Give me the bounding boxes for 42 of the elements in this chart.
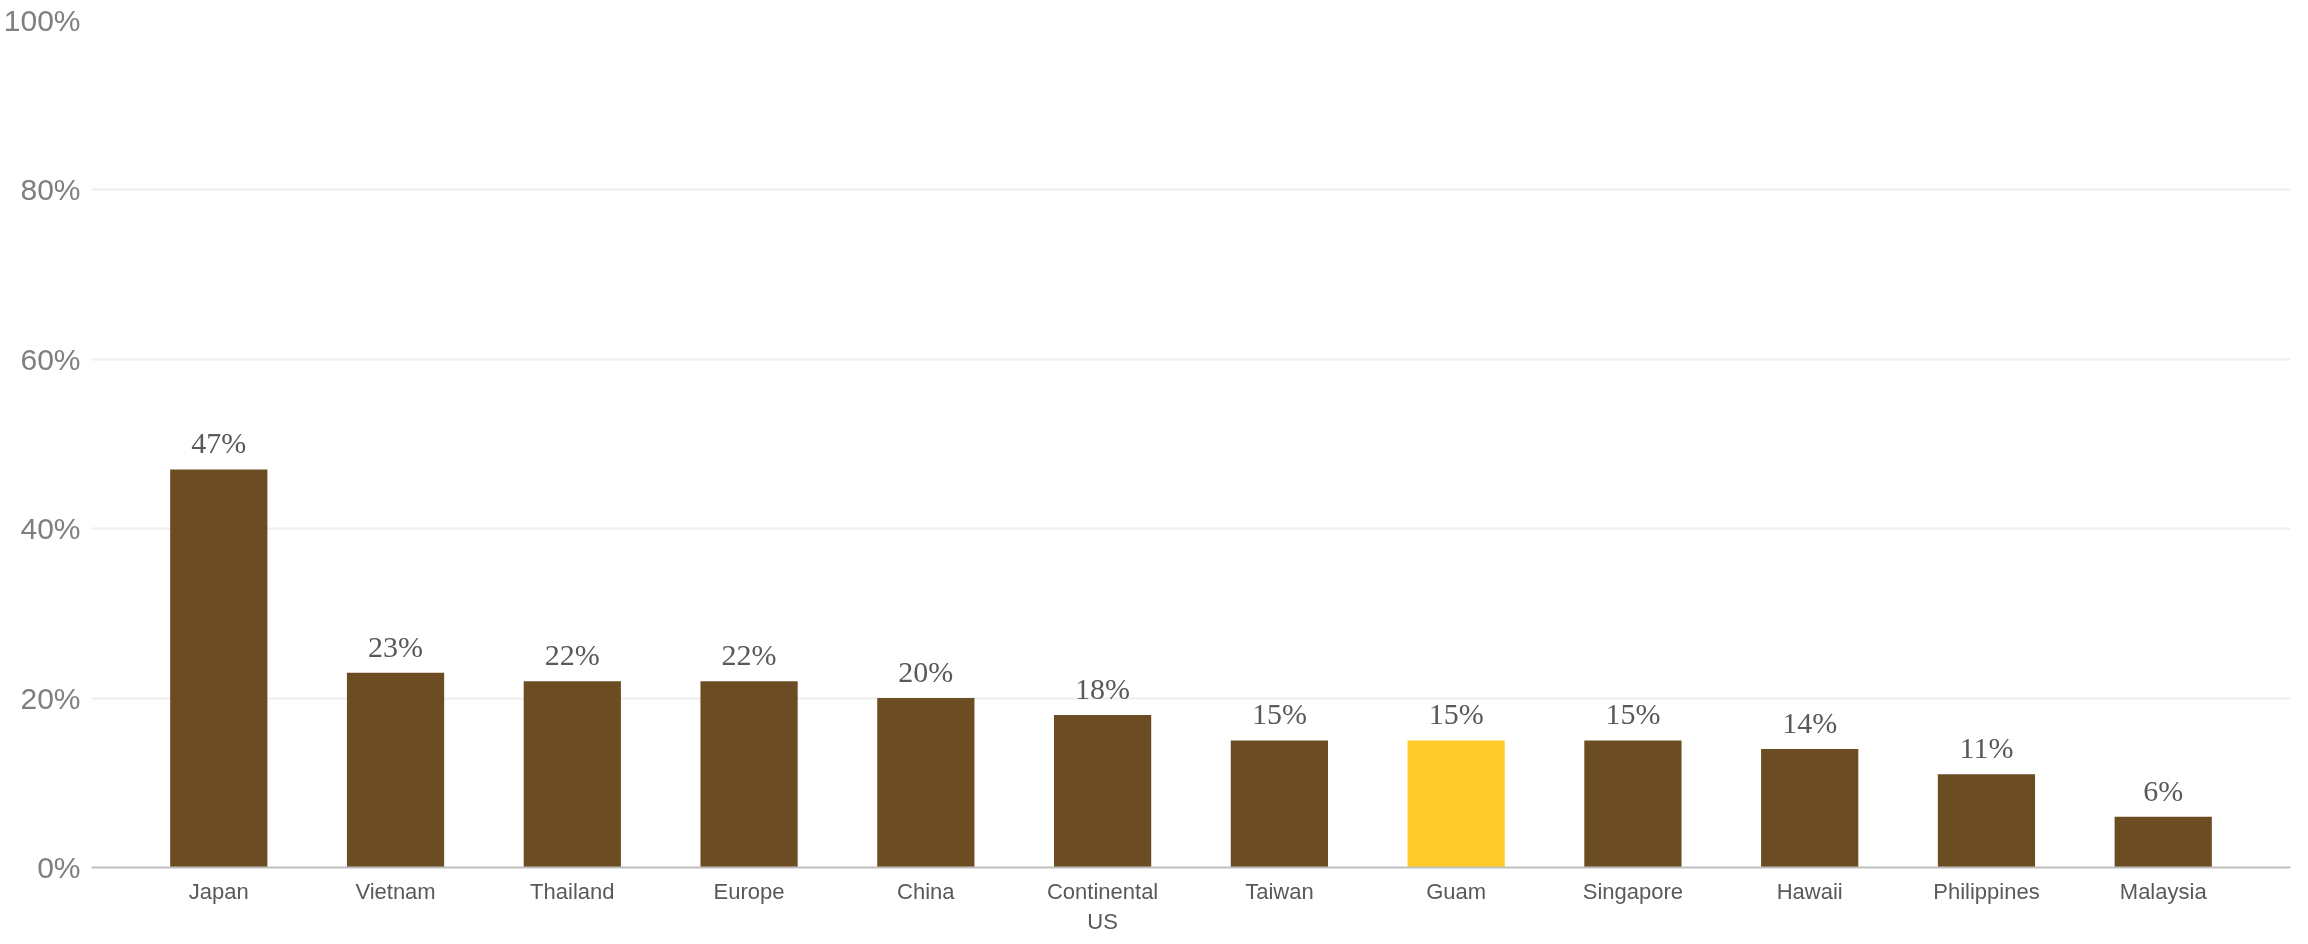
data-label: 6%	[2143, 773, 2184, 807]
bar	[700, 681, 798, 868]
x-tick-label: Taiwan	[1245, 878, 1314, 904]
x-tick-label: Japan	[188, 878, 249, 904]
bar	[523, 681, 621, 868]
data-label: 15%	[1251, 697, 1307, 731]
data-label: 23%	[368, 629, 424, 663]
y-tick-label: 100%	[3, 4, 81, 37]
bar	[170, 469, 268, 868]
bar	[1761, 748, 1859, 868]
x-tick-label: Philippines	[1933, 878, 2040, 904]
data-label: 15%	[1605, 697, 1661, 731]
bar	[1054, 715, 1152, 868]
bar	[1584, 740, 1682, 868]
data-label: 22%	[721, 638, 777, 672]
data-label: 20%	[898, 655, 954, 689]
bar	[346, 672, 445, 868]
x-tick-label: Hawaii	[1776, 878, 1843, 904]
y-tick-label: 20%	[20, 681, 81, 715]
data-label: 18%	[1075, 672, 1131, 706]
y-tick-label: 0%	[37, 851, 81, 884]
x-tick-label: Continental US	[1046, 878, 1159, 934]
x-tick-label: Vietnam	[355, 878, 436, 904]
data-label: 14%	[1782, 705, 1838, 739]
data-label: 47%	[191, 426, 247, 460]
x-tick-label: Europe	[713, 878, 785, 904]
x-tick-label: Guam	[1426, 878, 1487, 904]
x-tick-label: China	[897, 878, 956, 904]
x-tick-label: Malaysia	[2119, 878, 2208, 904]
x-tick-label: Thailand	[530, 878, 615, 904]
bar	[2114, 816, 2212, 868]
bar	[1407, 740, 1505, 868]
y-tick-label: 40%	[20, 512, 81, 546]
x-tick-label: Singapore	[1582, 878, 1684, 904]
data-label: 15%	[1428, 697, 1484, 731]
y-tick-label: 80%	[20, 173, 81, 207]
bar	[1937, 774, 2036, 868]
data-label: 11%	[1959, 731, 2014, 765]
y-tick-label: 60%	[20, 342, 81, 376]
bar	[877, 698, 975, 868]
data-label: 22%	[544, 638, 600, 672]
bar	[1230, 740, 1328, 868]
